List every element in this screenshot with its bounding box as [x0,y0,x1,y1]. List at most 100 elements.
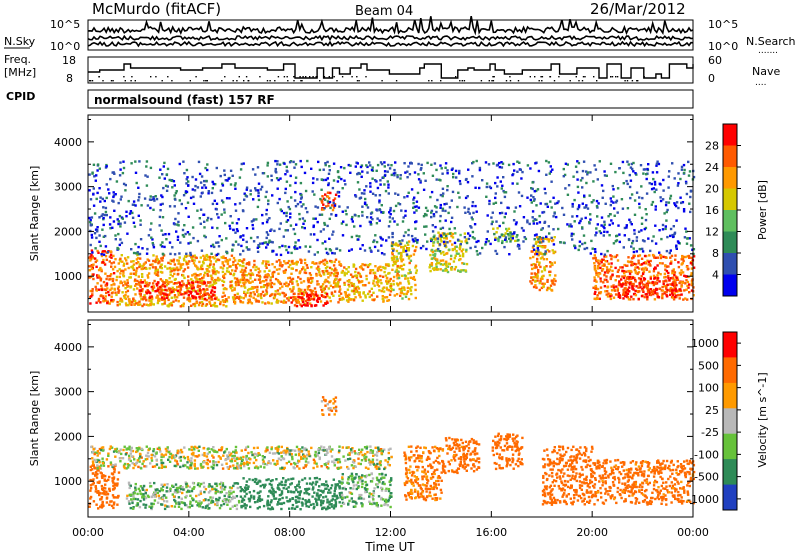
data-cell [127,303,130,307]
data-cell [635,236,639,239]
data-cell [341,210,344,213]
data-cell [99,505,102,508]
data-cell [253,259,256,263]
data-cell [413,171,417,174]
data-cell [111,300,114,303]
data-cell [484,243,487,246]
data-cell [571,202,574,206]
data-cell [495,231,498,234]
nave-dot [582,76,585,78]
data-cell [638,202,641,206]
data-cell [304,207,308,210]
data-cell [539,265,542,269]
data-cell [365,274,368,278]
data-cell [159,203,162,206]
data-cell [396,272,399,275]
data-cell [572,175,575,178]
data-cell [133,303,136,306]
data-cell [311,181,315,185]
data-cell [468,212,471,215]
data-cell [146,258,149,261]
data-cell [193,254,196,257]
data-cell [311,289,315,293]
data-cell [663,212,666,215]
data-cell [184,207,188,210]
data-cell [186,466,189,469]
data-cell [546,278,549,282]
data-cell [317,451,321,455]
data-cell [354,267,358,271]
data-cell [300,165,303,169]
data-cell [113,468,116,471]
data-cell [114,496,117,499]
data-cell [430,248,434,252]
data-cell [292,295,295,299]
data-cell [641,268,644,271]
data-cell [502,221,505,225]
data-cell [181,228,185,232]
data-cell [116,287,120,290]
data-cell [261,301,264,304]
data-cell [412,275,416,279]
data-cell [303,288,307,292]
data-cell [669,234,672,238]
data-cell [266,175,269,178]
data-cell [205,298,208,302]
data-cell [108,487,111,491]
data-cell [354,270,357,274]
data-cell [300,288,303,292]
data-cell [92,187,95,190]
data-cell [477,239,480,243]
data-cell [637,277,641,280]
data-cell [134,204,137,207]
data-cell [463,236,467,239]
data-cell [531,267,534,271]
data-cell [328,266,332,270]
data-cell [316,220,319,224]
data-cell [343,179,346,182]
data-cell [338,260,341,263]
data-cell [96,276,99,279]
data-cell [191,279,195,283]
data-cell [669,288,672,291]
data-cell [419,168,422,171]
data-cell [294,241,297,244]
data-cell [652,288,656,292]
data-cell [294,176,298,179]
data-cell [274,277,278,281]
data-cell [606,268,609,272]
data-cell [524,237,528,241]
data-cell [208,255,212,259]
data-cell [278,287,282,290]
data-cell [135,269,138,273]
data-cell [168,289,171,292]
data-cell [203,179,206,183]
data-cell [94,285,97,289]
data-cell [208,266,211,269]
data-cell [597,202,600,205]
data-cell [102,223,105,227]
data-cell [444,269,447,272]
data-cell [174,288,178,291]
data-cell [201,302,205,306]
data-cell [687,174,691,177]
data-cell [465,250,468,253]
data-cell [197,281,200,284]
data-cell [313,460,317,463]
data-cell [155,272,158,275]
data-cell [398,287,401,291]
data-cell [627,163,630,166]
data-cell [659,256,663,260]
data-cell [407,282,411,285]
data-cell [396,175,399,179]
data-cell [249,291,252,295]
data-cell [105,501,109,504]
data-cell [135,450,138,454]
data-cell [162,292,165,295]
data-cell [220,238,223,242]
data-cell [369,249,373,252]
data-cell [471,201,475,204]
data-cell [220,463,224,466]
data-cell [364,294,367,297]
data-cell [348,285,351,288]
